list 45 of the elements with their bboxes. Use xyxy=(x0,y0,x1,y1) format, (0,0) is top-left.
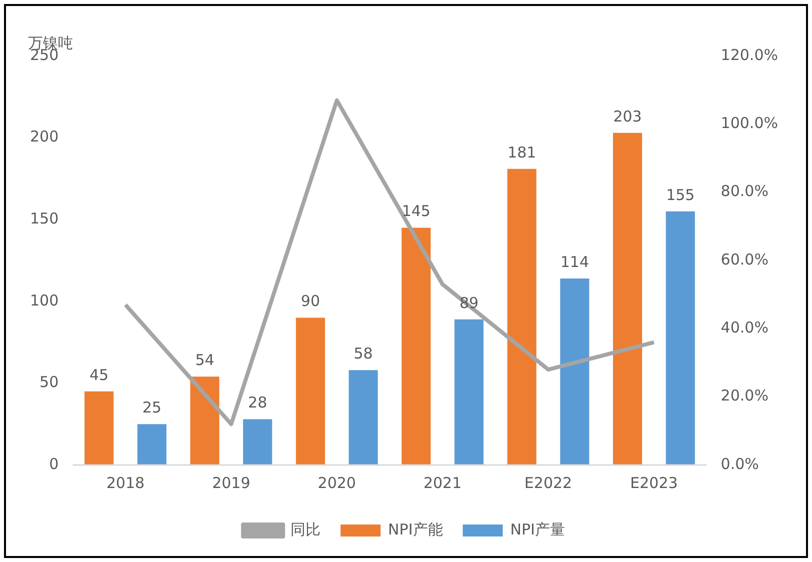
data-label: 25 xyxy=(142,398,162,416)
x-tick-label: E2022 xyxy=(524,474,572,492)
bar xyxy=(84,391,114,465)
bar xyxy=(666,211,695,465)
data-label: 28 xyxy=(248,394,268,412)
bar xyxy=(507,168,536,465)
bar xyxy=(190,376,220,465)
data-label: 181 xyxy=(508,143,536,162)
x-tick-label: E2023 xyxy=(630,474,678,492)
bar xyxy=(137,424,166,465)
bar xyxy=(560,278,590,465)
y2-tick-label: 20.0% xyxy=(720,386,768,405)
data-label: 114 xyxy=(560,252,590,271)
data-label: 155 xyxy=(666,186,695,204)
data-label: 89 xyxy=(459,294,479,312)
x-tick-label: 2020 xyxy=(318,474,356,492)
y2-tick-label: 100.0% xyxy=(720,114,778,132)
x-tick-label: 2019 xyxy=(212,474,250,492)
y-tick-label: 0 xyxy=(49,454,59,473)
legend-label: NPI产能 xyxy=(388,520,443,538)
y2-tick-label: 120.0% xyxy=(720,46,778,64)
x-tick-label: 2021 xyxy=(423,474,462,492)
bar xyxy=(402,228,431,465)
data-label: 145 xyxy=(402,202,430,220)
y2-tick-label: 80.0% xyxy=(720,182,768,200)
data-label: 90 xyxy=(300,292,320,310)
y-tick-label: 200 xyxy=(30,128,59,146)
y-tick-label: 50 xyxy=(40,373,59,392)
bar xyxy=(613,132,642,465)
x-tick-label: 2018 xyxy=(106,474,145,492)
y2-tick-label: 60.0% xyxy=(720,250,768,268)
data-label: 54 xyxy=(195,351,214,370)
y-tick-label: 150 xyxy=(30,209,59,228)
data-label: 203 xyxy=(613,107,642,126)
bar xyxy=(243,419,272,465)
bar xyxy=(348,370,378,465)
y2-tick-label: 0.0% xyxy=(720,454,759,473)
data-label: 58 xyxy=(354,344,373,363)
y2-tick-label: 40.0% xyxy=(720,318,768,337)
y-tick-label: 100 xyxy=(30,291,59,310)
bar xyxy=(454,319,484,465)
bar xyxy=(296,318,325,465)
data-label: 45 xyxy=(90,366,109,384)
legend-label: NPI产量 xyxy=(510,520,565,538)
legend-label: 同比 xyxy=(290,520,321,538)
